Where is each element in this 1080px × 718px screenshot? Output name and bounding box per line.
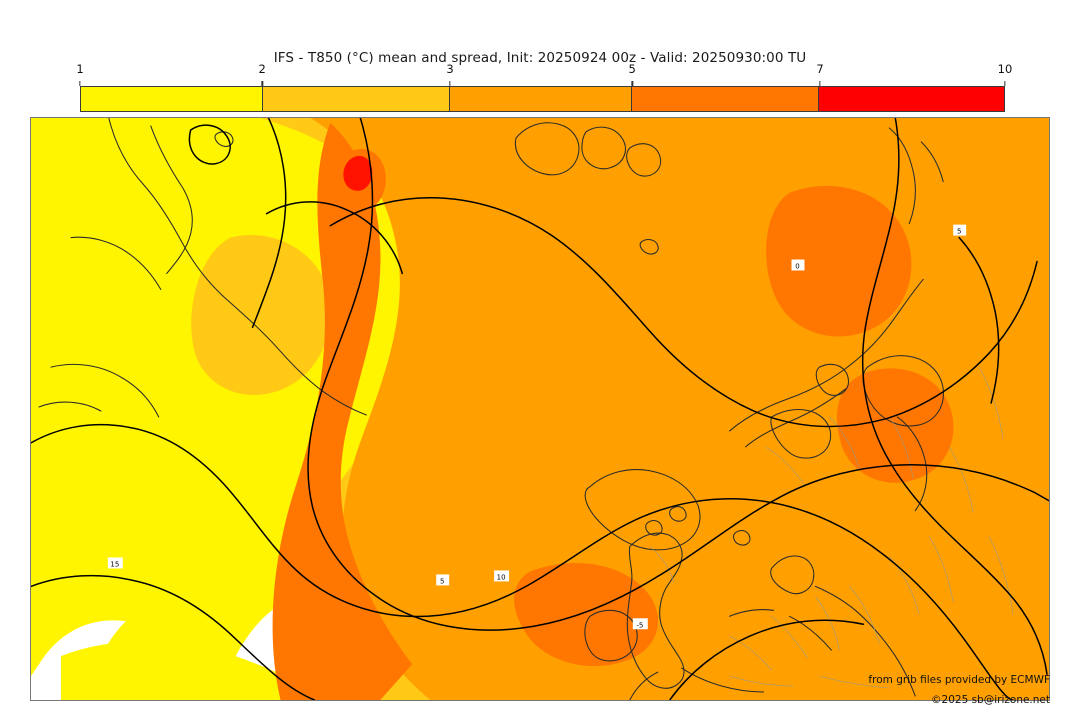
colorbar-tickmark-1 (79, 81, 81, 86)
svg-text:-5: -5 (636, 621, 643, 629)
colorbar-gradient (80, 86, 1005, 112)
svg-text:5: 5 (957, 228, 961, 236)
colorbar-tickmark-3 (449, 81, 451, 86)
colorbar-segment-3-5 (450, 87, 633, 111)
colorbar-segment-7-10 (819, 87, 1004, 111)
colorbar-tick-2: 2 (258, 62, 266, 76)
page-title: IFS - T850 (°C) mean and spread, Init: 2… (273, 50, 807, 66)
svg-text:0: 0 (795, 262, 799, 270)
spread-band-7-10 (343, 155, 373, 191)
colorbar-segment-1-2 (81, 87, 263, 111)
contour-labels: 15 10 5 0 -5 (107, 224, 967, 629)
country-borders (649, 366, 1014, 689)
svg-text:15: 15 (110, 560, 119, 568)
colorbar-tickmark-10 (1004, 81, 1006, 86)
svg-text:5: 5 (440, 577, 444, 585)
colorbar-ticks: 1 2 3 5 7 10 (76, 62, 1012, 86)
colorbar-tick-7: 7 (816, 62, 824, 76)
copyright-credit: ©2025 sb@irizone.net (931, 694, 1050, 706)
colorbar: 1 2 3 5 7 10 (76, 62, 1012, 112)
colorbar-tick-1: 1 (76, 62, 84, 76)
data-source-credit: from grib files provided by ECMWF (868, 674, 1050, 686)
weather-map-svg: 15 10 5 0 -5 (31, 118, 1049, 700)
colorbar-tick-5: 5 (628, 62, 636, 76)
colorbar-segment-2-3 (262, 87, 451, 111)
colorbar-tick-3: 3 (446, 62, 454, 76)
svg-text:10: 10 (497, 573, 506, 581)
colorbar-tickmark-2 (261, 81, 263, 86)
colorbar-tickmark-5 (631, 81, 633, 86)
isotherm-contours (31, 118, 1049, 700)
colorbar-tick-10: 10 (997, 62, 1013, 76)
colorbar-tickmark-7 (819, 81, 821, 86)
spread-band-5-7 (272, 122, 954, 700)
map-canvas[interactable]: 15 10 5 0 -5 (30, 117, 1050, 701)
coastlines (38, 118, 944, 700)
colorbar-segment-5-7 (632, 87, 820, 111)
